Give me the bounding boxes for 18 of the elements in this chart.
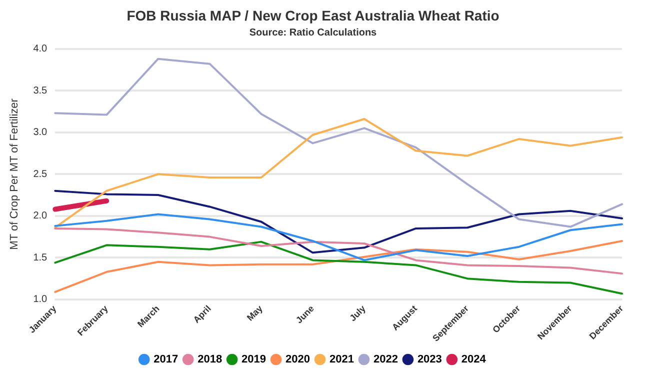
chart-title: FOB Russia MAP / New Crop East Australia Wheat Ratio xyxy=(126,7,500,24)
legend-label: 2022 xyxy=(373,354,398,366)
y-tick-label: 2.5 xyxy=(33,168,48,180)
y-axis-title: MT of Crop Per MT of Fertilizer xyxy=(8,98,21,250)
y-tick-label: 2.0 xyxy=(33,210,48,222)
legend-label: 2020 xyxy=(286,354,310,366)
legend-label: 2018 xyxy=(198,354,222,366)
legend-label: 2019 xyxy=(242,354,266,366)
y-tick-label: 1.5 xyxy=(33,252,48,264)
legend-label: 2024 xyxy=(461,354,487,366)
legend-label: 2021 xyxy=(330,354,354,366)
y-tick-label: 3.0 xyxy=(33,127,48,138)
legend-label: 2017 xyxy=(154,354,178,366)
chart-subtitle: Source: Ratio Calculations xyxy=(249,28,378,39)
y-tick-label: 4.0 xyxy=(33,44,48,55)
legend-label: 2023 xyxy=(417,354,442,366)
y-tick-label: 1.0 xyxy=(33,294,48,306)
y-tick-label: 3.5 xyxy=(33,85,48,96)
